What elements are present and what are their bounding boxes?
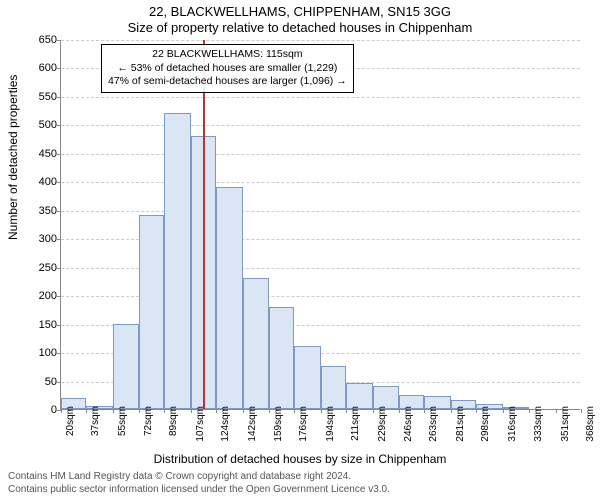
gridline	[61, 182, 580, 183]
gridline	[61, 154, 580, 155]
y-tick-mark	[57, 382, 61, 383]
y-tick-label: 400	[25, 176, 57, 188]
x-tick-label: 368sqm	[585, 406, 596, 442]
y-tick-label: 150	[25, 319, 57, 331]
x-tick-label: 142sqm	[247, 406, 258, 442]
reference-line	[203, 40, 205, 409]
x-tick-label: 281sqm	[455, 406, 466, 442]
histogram-bar	[113, 324, 138, 409]
y-tick-mark	[57, 239, 61, 240]
y-tick-label: 300	[25, 233, 57, 245]
y-tick-mark	[57, 353, 61, 354]
x-tick-label: 316sqm	[507, 406, 518, 442]
annotation-box: 22 BLACKWELLHAMS: 115sqm← 53% of detache…	[101, 44, 354, 93]
x-tick-label: 246sqm	[403, 406, 414, 442]
x-tick-label: 124sqm	[220, 406, 231, 442]
y-tick-label: 200	[25, 290, 57, 302]
y-tick-label: 650	[25, 34, 57, 46]
histogram-bar	[164, 113, 191, 409]
x-tick-mark	[164, 409, 165, 413]
x-tick-mark	[399, 409, 400, 413]
histogram-bar	[321, 366, 346, 409]
x-tick-label: 298sqm	[480, 406, 491, 442]
x-tick-mark	[373, 409, 374, 413]
x-tick-mark	[556, 409, 557, 413]
gridline	[61, 125, 580, 126]
annotation-line3: 47% of semi-detached houses are larger (…	[108, 75, 347, 89]
gridline	[61, 97, 580, 98]
x-tick-mark	[321, 409, 322, 413]
x-tick-mark	[216, 409, 217, 413]
y-tick-mark	[57, 125, 61, 126]
y-tick-mark	[57, 211, 61, 212]
y-tick-label: 250	[25, 262, 57, 274]
x-tick-mark	[424, 409, 425, 413]
chart-title-line1: 22, BLACKWELLHAMS, CHIPPENHAM, SN15 3GG	[0, 4, 600, 19]
x-tick-mark	[346, 409, 347, 413]
y-tick-label: 600	[25, 62, 57, 74]
x-tick-mark	[269, 409, 270, 413]
y-tick-mark	[57, 68, 61, 69]
x-tick-label: 263sqm	[428, 406, 439, 442]
footer-line2: Contains public sector information licen…	[8, 484, 592, 497]
x-tick-mark	[503, 409, 504, 413]
x-tick-mark	[191, 409, 192, 413]
histogram-bar	[269, 307, 294, 409]
histogram-bar	[294, 346, 321, 409]
x-tick-label: 55sqm	[117, 406, 128, 436]
histogram-bar	[216, 187, 243, 409]
annotation-line2: ← 53% of detached houses are smaller (1,…	[108, 62, 347, 76]
x-tick-label: 194sqm	[325, 406, 336, 442]
x-tick-label: 211sqm	[350, 406, 361, 441]
x-tick-mark	[529, 409, 530, 413]
x-tick-mark	[243, 409, 244, 413]
y-tick-label: 0	[25, 404, 57, 416]
y-tick-mark	[57, 40, 61, 41]
histogram-bar	[243, 278, 268, 409]
y-tick-label: 50	[25, 376, 57, 388]
histogram-bar	[139, 215, 164, 409]
x-tick-mark	[61, 409, 62, 413]
y-axis-label: Number of detached properties	[6, 75, 20, 240]
y-tick-mark	[57, 296, 61, 297]
x-tick-mark	[581, 409, 582, 413]
y-tick-mark	[57, 268, 61, 269]
x-tick-mark	[139, 409, 140, 413]
y-tick-label: 450	[25, 148, 57, 160]
x-tick-label: 333sqm	[533, 406, 544, 442]
y-tick-label: 500	[25, 119, 57, 131]
x-tick-mark	[451, 409, 452, 413]
x-tick-label: 229sqm	[377, 406, 388, 442]
x-tick-label: 72sqm	[143, 406, 154, 436]
x-tick-label: 159sqm	[273, 406, 284, 442]
x-tick-label: 107sqm	[195, 406, 206, 442]
annotation-line1: 22 BLACKWELLHAMS: 115sqm	[108, 48, 347, 62]
gridline	[61, 211, 580, 212]
footer-attribution: Contains HM Land Registry data © Crown c…	[8, 471, 592, 496]
y-tick-mark	[57, 97, 61, 98]
x-tick-label: 20sqm	[65, 406, 76, 436]
chart-container: 22, BLACKWELLHAMS, CHIPPENHAM, SN15 3GG …	[0, 0, 600, 500]
gridline	[61, 40, 580, 41]
plot-area: 0501001502002503003504004505005506006502…	[60, 40, 580, 410]
x-tick-mark	[86, 409, 87, 413]
x-tick-label: 89sqm	[168, 406, 179, 436]
x-tick-label: 37sqm	[90, 406, 101, 436]
x-tick-label: 176sqm	[298, 406, 309, 442]
y-tick-label: 100	[25, 347, 57, 359]
x-tick-mark	[113, 409, 114, 413]
x-tick-label: 351sqm	[560, 406, 571, 442]
chart-title-line2: Size of property relative to detached ho…	[0, 20, 600, 35]
footer-line1: Contains HM Land Registry data © Crown c…	[8, 471, 592, 484]
x-axis-label: Distribution of detached houses by size …	[0, 452, 600, 466]
y-tick-mark	[57, 154, 61, 155]
y-tick-label: 550	[25, 91, 57, 103]
y-tick-mark	[57, 325, 61, 326]
x-tick-mark	[294, 409, 295, 413]
y-tick-label: 350	[25, 205, 57, 217]
x-tick-mark	[476, 409, 477, 413]
y-tick-mark	[57, 182, 61, 183]
